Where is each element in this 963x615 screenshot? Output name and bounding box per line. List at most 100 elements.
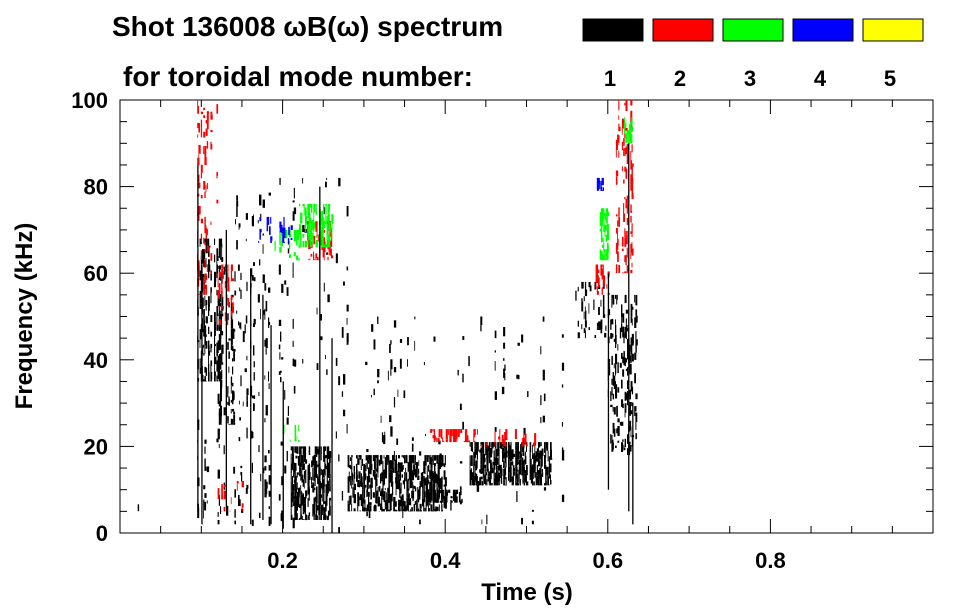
spectrum-mark-mode-2: [499, 439, 501, 447]
spectrum-mark-mode-2: [200, 164, 203, 173]
spectrum-mark-mode-2: [327, 256, 329, 261]
spectrum-mark-mode-1: [490, 469, 492, 480]
spectrum-mark-mode-1: [208, 340, 210, 351]
spectrum-mark-mode-1: [398, 472, 399, 475]
spectrum-mark-mode-1: [295, 476, 297, 481]
spectrum-mark-mode-1: [430, 468, 433, 475]
spectrum-mark-mode-1: [404, 505, 406, 512]
spectrum-mark-mode-1: [268, 506, 270, 509]
spectrum-mark-mode-1: [218, 324, 220, 330]
spectrum-mark-mode-1: [484, 465, 486, 468]
spectrum-mark-mode-1: [343, 281, 345, 286]
spectrum-mark-mode-1: [380, 415, 382, 423]
spectrum-streak: [607, 273, 610, 490]
spectrum-mark-mode-1: [346, 333, 349, 343]
spectrum-mark-mode-1: [347, 500, 349, 504]
spectrum-mark-mode-3: [604, 212, 606, 221]
spectrum-mark-mode-1: [497, 476, 500, 483]
spectrum-mark-mode-1: [621, 379, 623, 389]
spectrum-mark-mode-1: [615, 384, 618, 389]
spectrum-mark-mode-4: [288, 238, 290, 243]
spectrum-mark-mode-1: [357, 480, 360, 487]
spectrum-mark-mode-3: [624, 127, 626, 134]
spectrum-mark-mode-1: [408, 479, 410, 489]
spectrum-mark-mode-1: [265, 338, 268, 349]
spectrum-mark-mode-1: [419, 503, 422, 509]
spectrum-mark-mode-1: [375, 455, 378, 458]
spectrum-mark-mode-2: [442, 440, 445, 442]
spectrum-mark-mode-1: [362, 459, 363, 466]
spectrum-mark-mode-2: [224, 281, 227, 289]
spectrum-mark-mode-2: [328, 251, 330, 255]
spectrum-mark-mode-1: [335, 431, 337, 439]
mode-1-region: [430, 489, 463, 503]
spectrum-mark-mode-1: [327, 489, 329, 494]
spectrum-mark-mode-1: [245, 213, 248, 220]
spectrum-mark-mode-1: [217, 364, 220, 373]
spectrum-mark-mode-1: [529, 464, 532, 469]
spectrum-mark-mode-1: [472, 448, 474, 452]
spectrum-mark-mode-1: [313, 497, 316, 501]
spectrum-mark-mode-1: [314, 514, 316, 520]
spectrum-mark-mode-4: [283, 238, 285, 242]
spectrum-mark-mode-3: [606, 224, 609, 231]
spectrum-mark-mode-1: [314, 454, 316, 463]
spectrum-mark-mode-1: [292, 358, 295, 366]
spectrum-mark-mode-3: [325, 203, 327, 207]
spectrum-mark-mode-1: [234, 520, 236, 525]
spectrum-mark-mode-1: [377, 380, 379, 384]
spectrum-mark-mode-2: [433, 435, 436, 441]
spectrum-mark-mode-1: [399, 488, 401, 498]
spectrum-mark-mode-1: [386, 499, 389, 510]
spectrum-mark-mode-2: [210, 111, 213, 115]
spectrum-mark-mode-1: [202, 328, 204, 333]
spectrum-mark-mode-1: [323, 474, 325, 478]
spectrum-mark-mode-1: [635, 339, 638, 346]
spectrum-mark-mode-1: [227, 313, 229, 321]
spectrum-mark-mode-1: [232, 418, 234, 425]
spectrum-mark-mode-1: [268, 287, 271, 293]
spectrum-mark-mode-1: [494, 460, 497, 466]
spectrum-mark-mode-1: [317, 478, 319, 485]
spectrum-mark-mode-1: [505, 484, 507, 486]
spectrum-mark-mode-1: [302, 511, 305, 515]
spectrum-mark-mode-1: [441, 476, 443, 487]
spectrum-mark-mode-1: [221, 306, 224, 311]
spectrum-mark-mode-1: [210, 287, 212, 293]
spectrum-mark-mode-1: [433, 336, 436, 342]
spectrum-mark-mode-1: [292, 517, 295, 529]
spectrum-mark-mode-4: [267, 216, 270, 225]
spectrum-mark-mode-1: [325, 495, 328, 506]
spectrum-mark-mode-3: [322, 209, 325, 214]
spectrum-mark-mode-1: [631, 333, 634, 344]
spectrum-mark-mode-1: [428, 464, 430, 472]
spectrum-mark-mode-2: [621, 166, 623, 172]
spectrum-mark-mode-1: [290, 470, 292, 473]
spectrum-mark-mode-1: [230, 418, 232, 425]
spectrum-mark-mode-1: [233, 348, 236, 352]
spectrum-mark-mode-1: [386, 455, 388, 460]
spectrum-mark-mode-1: [611, 386, 613, 396]
spectrum-mark-mode-1: [406, 491, 408, 498]
spectrum-mark-mode-1: [216, 306, 219, 314]
spectrum-mark-mode-1: [220, 424, 222, 425]
spectrum-mark-mode-1: [292, 262, 294, 270]
spectrum-mark-mode-1: [635, 345, 637, 353]
spectrum-mark-mode-2: [204, 250, 207, 253]
spectrum-mark-mode-3: [298, 239, 300, 244]
spectrum-mark-mode-1: [615, 344, 617, 348]
spectrum-mark-mode-1: [627, 398, 629, 406]
spectrum-mark-mode-1: [429, 481, 432, 492]
spectrum-mark-mode-1: [529, 442, 532, 446]
spectrum-mark-mode-2: [221, 264, 224, 269]
spectrum-mark-mode-3: [302, 234, 305, 238]
spectrum-mark-mode-3: [322, 227, 325, 230]
spectrum-mark-mode-2: [624, 237, 627, 247]
spectrum-mark-mode-2: [598, 269, 600, 273]
spectrum-mark-mode-1: [505, 462, 507, 468]
spectrum-mark-mode-1: [629, 445, 632, 452]
spectrum-mark-mode-1: [529, 458, 532, 465]
spectrum-mark-mode-1: [450, 496, 453, 499]
spectrum-mark-mode-1: [302, 463, 305, 470]
spectrum-mark-mode-2: [309, 258, 311, 261]
